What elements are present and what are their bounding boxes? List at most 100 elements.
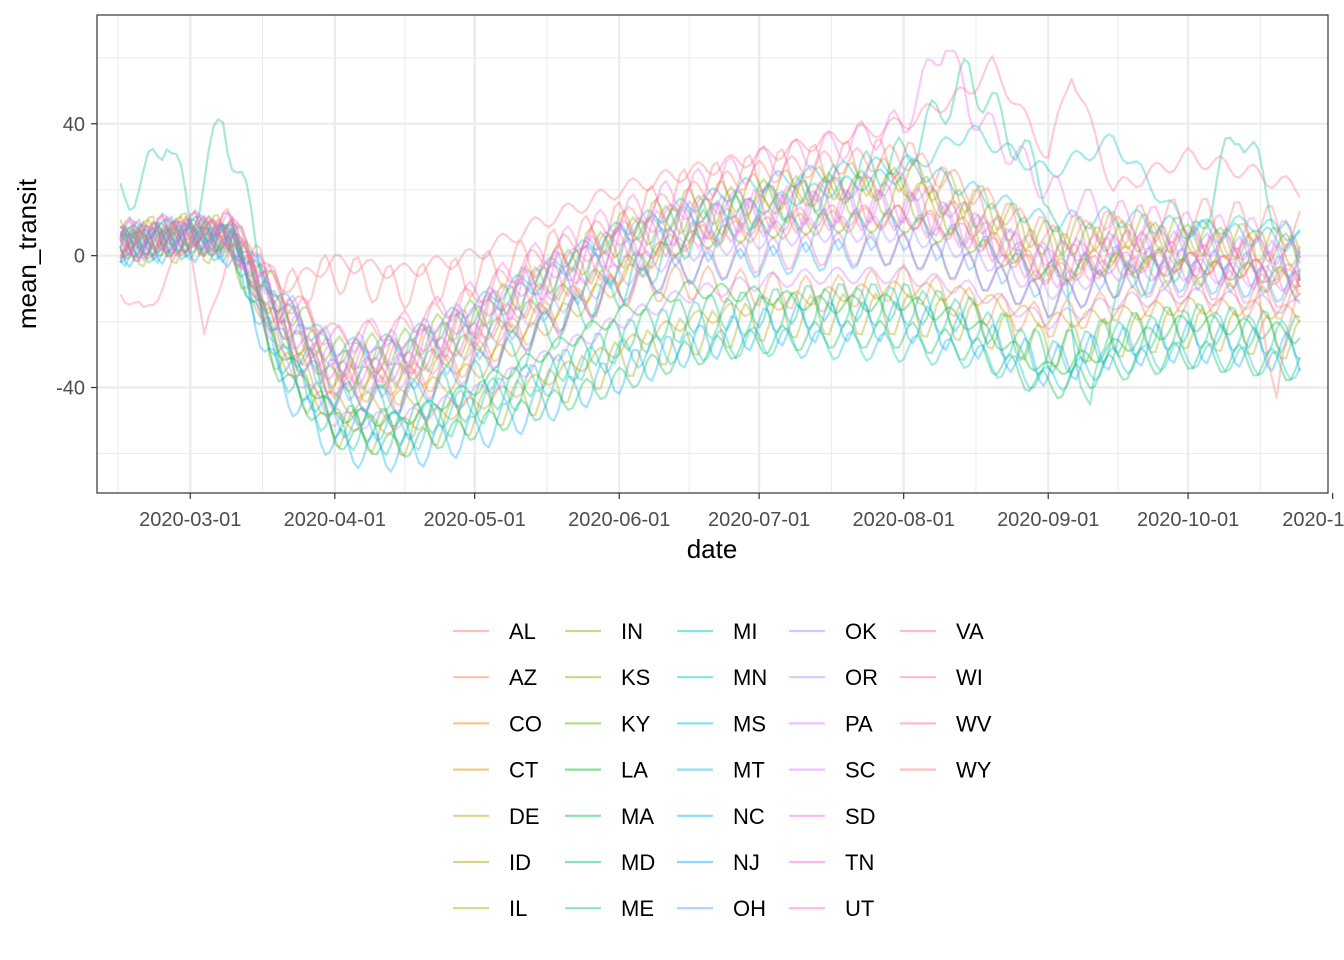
- series-line-nc: [119, 222, 1301, 415]
- series-line-mi: [119, 219, 1301, 457]
- legend-item-or: OR: [789, 665, 878, 690]
- legend-item-pa: PA: [789, 711, 873, 736]
- legend-label: IL: [509, 896, 527, 921]
- series-line-al: [119, 137, 1302, 313]
- series-line-md: [119, 218, 1301, 447]
- legend-label: MA: [621, 804, 654, 829]
- legend-item-ms: MS: [677, 711, 766, 736]
- series-line-sd: [119, 49, 1301, 354]
- series-line-mt: [119, 154, 1301, 358]
- legend-label: IN: [621, 619, 643, 644]
- legend-label: AL: [509, 619, 536, 644]
- series-line-tn: [119, 181, 1302, 387]
- series-lines: [119, 49, 1302, 473]
- legend-label: WI: [956, 665, 983, 690]
- series-line-ky: [119, 211, 1301, 393]
- legend-item-id: ID: [453, 850, 531, 875]
- series-line-ma: [119, 227, 1302, 459]
- x-tick-label: 2020-11-01: [1282, 509, 1344, 531]
- y-tick-label: -40: [56, 378, 85, 400]
- legend-label: VA: [956, 619, 984, 644]
- legend-item-nc: NC: [677, 804, 765, 829]
- series-line-il: [119, 221, 1301, 457]
- legend-item-wy: WY: [900, 758, 992, 783]
- legend-label: DE: [509, 804, 540, 829]
- series-line-me: [119, 57, 1302, 428]
- legend-label: LA: [621, 758, 648, 783]
- legend-item-ut: UT: [789, 896, 874, 921]
- x-tick-label: 2020-05-01: [424, 509, 526, 531]
- series-line-mn: [119, 225, 1301, 442]
- x-tick-label: 2020-09-01: [997, 509, 1099, 531]
- legend-item-wi: WI: [900, 665, 983, 690]
- legend-item-sc: SC: [789, 758, 876, 783]
- legend-item-mi: MI: [677, 619, 757, 644]
- legend-item-ct: CT: [453, 758, 538, 783]
- legend-item-ma: MA: [565, 804, 654, 829]
- series-line-ok: [119, 189, 1302, 374]
- series-line-oh: [119, 207, 1301, 402]
- legend-item-al: AL: [453, 619, 536, 644]
- legend-label: MT: [733, 758, 765, 783]
- legend-label: OH: [733, 896, 766, 921]
- x-tick-label: 2020-07-01: [708, 509, 810, 531]
- series-line-va: [119, 216, 1301, 413]
- legend-item-ks: KS: [565, 665, 650, 690]
- legend-item-md: MD: [565, 850, 655, 875]
- legend-label: UT: [845, 896, 874, 921]
- legend-label: AZ: [509, 665, 537, 690]
- series-line-nj: [119, 225, 1302, 473]
- legend-item-la: LA: [565, 758, 648, 783]
- y-axis-title: mean_transit: [12, 178, 42, 329]
- legend-label: CO: [509, 711, 542, 736]
- series-line-de: [120, 170, 1301, 414]
- legend-item-de: DE: [453, 804, 540, 829]
- series-line-in: [119, 176, 1302, 391]
- legend-item-mn: MN: [677, 665, 767, 690]
- x-tick-label: 2020-10-01: [1137, 509, 1239, 531]
- legend-label: ID: [509, 850, 531, 875]
- legend-label: TN: [845, 850, 874, 875]
- series-line-sc: [119, 171, 1302, 369]
- legend-label: OR: [845, 665, 878, 690]
- x-tick-label: 2020-03-01: [139, 509, 241, 531]
- legend-label: PA: [845, 711, 873, 736]
- legend-label: SC: [845, 758, 876, 783]
- x-tick-label: 2020-04-01: [284, 509, 386, 531]
- legend-label: MS: [733, 711, 766, 736]
- series-line-pa: [119, 230, 1301, 431]
- series-line-la: [119, 215, 1301, 428]
- x-tick-label: 2020-06-01: [568, 509, 670, 531]
- legend-item-va: VA: [900, 619, 984, 644]
- y-tick-label: 40: [63, 114, 85, 136]
- legend-item-ok: OK: [789, 619, 877, 644]
- series-line-id: [119, 157, 1302, 378]
- legend-label: NC: [733, 804, 765, 829]
- series-line-ct: [119, 231, 1301, 436]
- plot-background: [97, 15, 1328, 493]
- x-axis-title: date: [687, 534, 738, 564]
- legend-label: KY: [621, 711, 651, 736]
- legend-item-oh: OH: [677, 896, 766, 921]
- series-line-wi: [119, 204, 1301, 387]
- series-line-wv: [119, 55, 1301, 335]
- grid-major: [97, 15, 1328, 493]
- legend-label: NJ: [733, 850, 760, 875]
- legend-label: MN: [733, 665, 767, 690]
- legend-item-mt: MT: [677, 758, 765, 783]
- y-tick-label: 0: [74, 246, 85, 268]
- series-line-ms: [119, 124, 1301, 366]
- legend-label: MI: [733, 619, 757, 644]
- legend: AL AZ CO CT DE ID IL IN KS KY LA MA MD ME MI MN MS MT NC NJ…: [453, 619, 992, 921]
- y-axis: -40 0 40: [56, 114, 97, 400]
- series-line-ks: [119, 166, 1301, 371]
- plot-panel-border: [96, 14, 1329, 494]
- legend-label: SD: [845, 804, 876, 829]
- x-tick-label: 2020-08-01: [853, 509, 955, 531]
- series-line-or: [119, 215, 1301, 397]
- legend-item-tn: TN: [789, 850, 874, 875]
- legend-label: CT: [509, 758, 538, 783]
- series-line-ut: [119, 189, 1302, 384]
